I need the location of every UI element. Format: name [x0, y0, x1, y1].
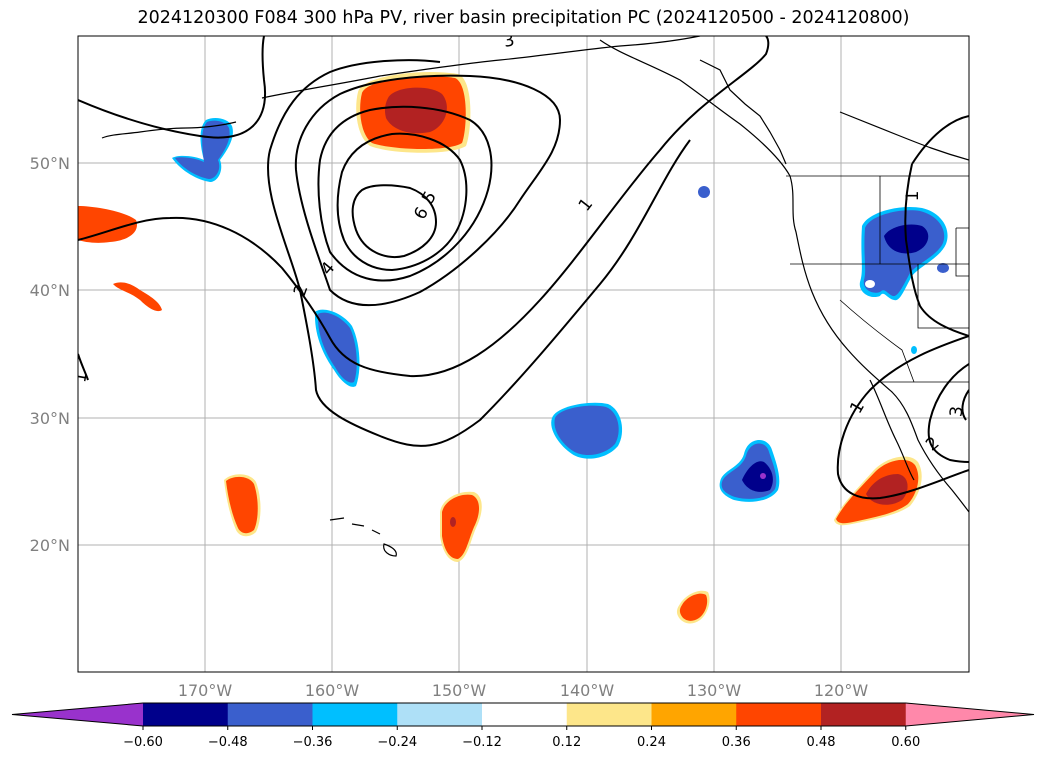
colorbar-tick-label: −0.36 [293, 735, 333, 750]
lat-label: 20°N [30, 536, 70, 555]
pv-contour-1 [911, 115, 969, 165]
colorbar-tick-label: 0.24 [637, 735, 666, 750]
precip-blob [679, 593, 708, 621]
lat-label: 50°N [30, 154, 70, 173]
colorbar-extend-min [12, 703, 143, 726]
precip-blob [865, 280, 875, 288]
lon-label: 170°W [178, 681, 233, 700]
pv-contour-1 [78, 36, 770, 378]
pv-contour-5 [336, 132, 468, 272]
pv-contour-2 [299, 139, 691, 447]
coastlines [101, 36, 969, 557]
colorbar-segment [143, 703, 229, 726]
precip-blob [175, 120, 230, 179]
colorbar-tick-label: −0.60 [123, 735, 163, 750]
lat-label: 30°N [30, 409, 70, 428]
pv-contour-1 [836, 335, 969, 500]
latitude-labels: 50°N 40°N 30°N 20°N [30, 154, 70, 555]
colorbar: −0.60 −0.48 −0.36 −0.24 −0.12 0.12 0.24 0.36 0.4… [11, 702, 1035, 750]
precip-blob [226, 476, 258, 534]
pv-contour-3 [294, 74, 562, 307]
longitude-labels: 170°W 160°W 150°W 140°W 130°W 120°W [178, 681, 869, 700]
pv-contour-4 [317, 105, 493, 282]
colorbar-tick-label: 0.48 [807, 735, 836, 750]
lon-label: 140°W [560, 681, 615, 700]
colorbar-tick-label: 0.36 [722, 735, 751, 750]
colorbar-segment [482, 703, 568, 726]
pv-contour-1 [904, 163, 969, 337]
precip-blob [450, 517, 456, 527]
lon-label: 120°W [814, 681, 869, 700]
colorbar-tick-label: −0.24 [377, 735, 417, 750]
lon-label: 150°W [432, 681, 487, 700]
colorbar-tick-label: 0.12 [552, 735, 581, 750]
colorbar-segment [312, 703, 398, 726]
colorbar-segment [227, 703, 313, 726]
precip-blob [698, 186, 710, 198]
colorbar-segment [651, 703, 737, 726]
colorbar-segment [397, 703, 483, 726]
precip-blob [866, 474, 908, 505]
pv-contour-label: 1 [903, 191, 923, 202]
precip-shading [78, 72, 949, 624]
precip-blob [113, 282, 162, 312]
pv-contour-label: 3 [502, 30, 516, 52]
precip-blob [911, 346, 917, 354]
colorbar-segment [566, 703, 652, 726]
pv-contour-3 [961, 389, 969, 421]
colorbar-tick-label: 0.60 [891, 735, 920, 750]
colorbar-tick-label: −0.48 [208, 735, 248, 750]
figure-title: 2024120300 F084 300 hPa PV, river basin … [137, 8, 910, 28]
pv-contour-6 [351, 184, 438, 258]
pv-contour-label: 3 [947, 405, 968, 418]
colorbar-segment [736, 703, 822, 726]
colorbar-tick-label: −0.12 [462, 735, 502, 750]
political-borders [786, 175, 969, 383]
colorbar-extend-max [905, 703, 1034, 726]
lon-label: 160°W [305, 681, 360, 700]
pv-contour-2 [927, 363, 969, 463]
pv-contours [78, 36, 969, 500]
pv-contour-label: 1 [70, 370, 92, 384]
precip-blob [78, 206, 137, 243]
precip-blob [742, 461, 773, 492]
lon-label: 130°W [687, 681, 742, 700]
precip-blob [937, 263, 949, 273]
pv-contour-1 [78, 36, 266, 139]
pv-contour-1 [78, 353, 89, 381]
lat-label: 40°N [30, 281, 70, 300]
pv-contour-2 [267, 59, 441, 291]
precip-blob [760, 473, 766, 479]
colorbar-segment [821, 703, 907, 726]
precip-blob [554, 405, 619, 456]
map-frame [77, 35, 970, 673]
precip-blob [442, 494, 480, 559]
precip-blob [384, 87, 447, 134]
graticule [78, 36, 969, 672]
